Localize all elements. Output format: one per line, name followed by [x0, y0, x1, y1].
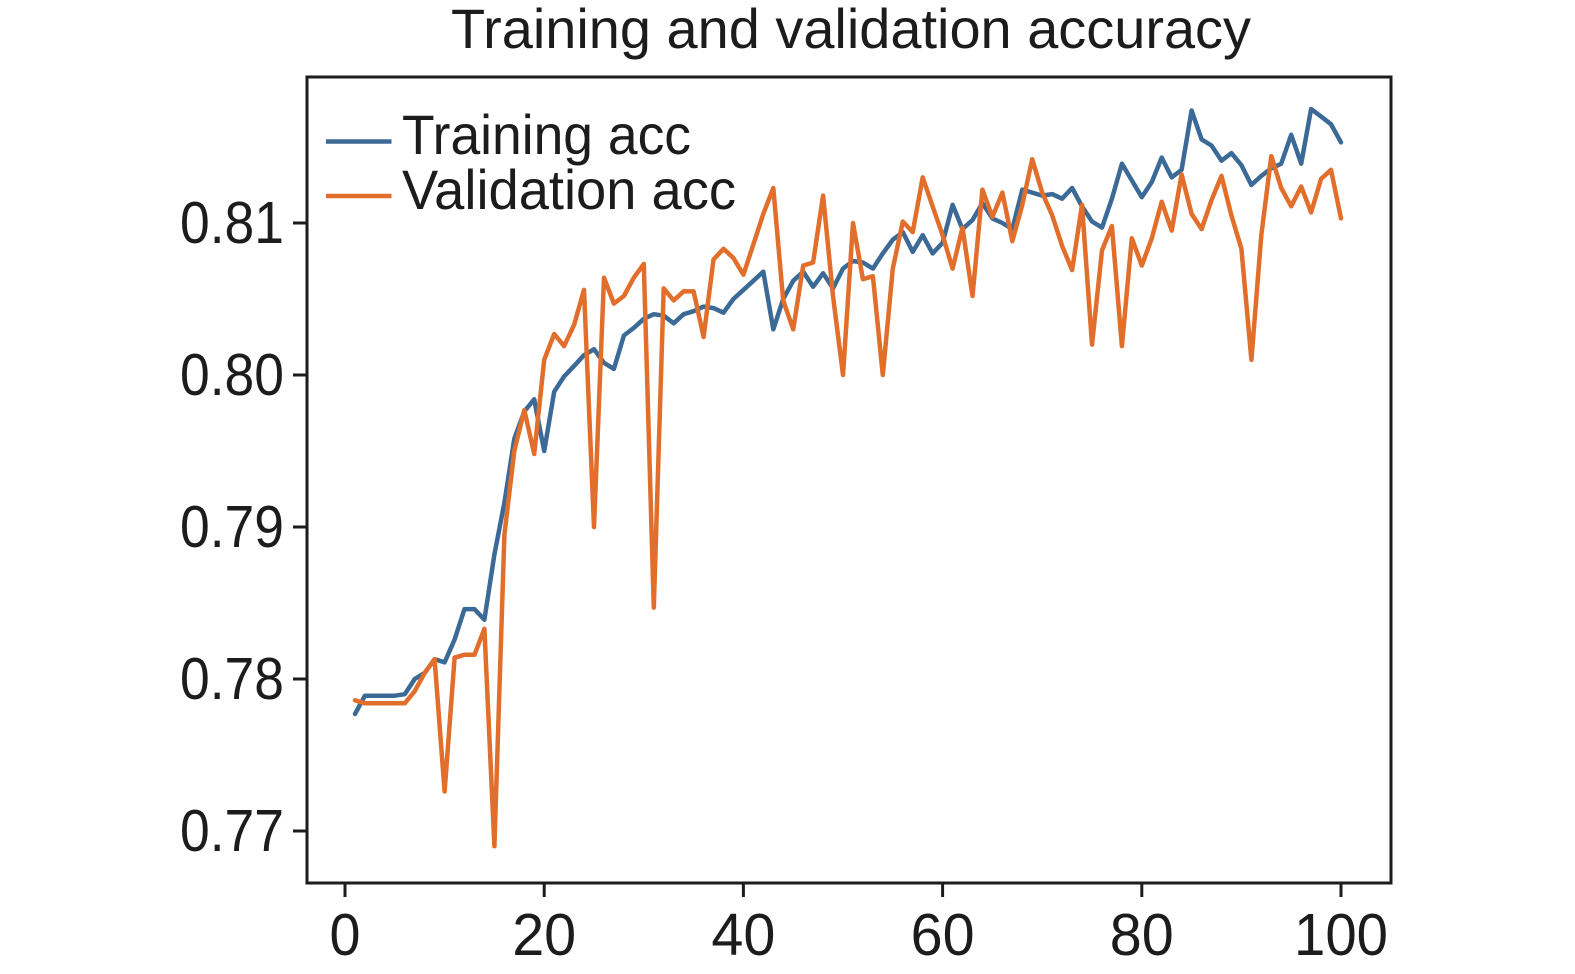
- svg-text:0.81: 0.81: [180, 190, 284, 256]
- svg-text:40: 40: [711, 902, 775, 968]
- svg-text:20: 20: [512, 902, 576, 968]
- svg-text:Training and validation accura: Training and validation accuracy: [451, 0, 1251, 60]
- svg-text:Validation acc: Validation acc: [402, 158, 736, 221]
- svg-text:0.80: 0.80: [180, 342, 284, 408]
- svg-text:60: 60: [911, 902, 975, 968]
- svg-text:0.78: 0.78: [180, 646, 284, 712]
- svg-text:80: 80: [1110, 902, 1174, 968]
- svg-text:100: 100: [1294, 902, 1388, 968]
- svg-text:0: 0: [330, 902, 361, 968]
- svg-text:0.79: 0.79: [180, 494, 284, 560]
- svg-text:Training acc: Training acc: [402, 103, 691, 166]
- svg-text:0.77: 0.77: [180, 798, 284, 864]
